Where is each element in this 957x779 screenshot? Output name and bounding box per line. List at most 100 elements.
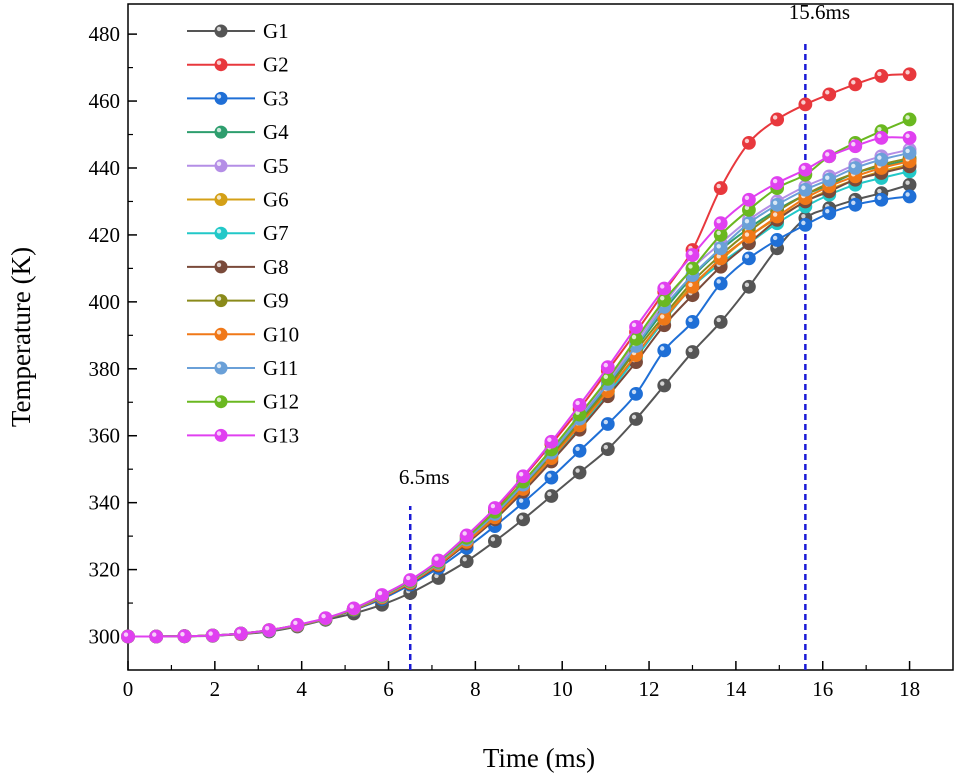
series-g10 [121,154,917,644]
legend-label: G7 [263,221,289,245]
data-point [848,77,863,92]
data-point [431,553,446,568]
data-point-highlight [180,631,185,637]
legend-item-g2: G2 [187,53,289,77]
data-point [713,181,728,195]
x-tick-label: 12 [639,677,660,701]
legend-swatch-marker [214,428,228,442]
data-point [902,189,917,204]
data-point-highlight [851,200,856,206]
data-point-highlight [772,178,778,184]
series-g12 [121,112,917,644]
data-point [902,130,917,145]
data-point [629,412,643,426]
data-point-highlight [905,192,910,197]
data-point-highlight [772,200,778,206]
series-g13 [121,130,917,644]
legend-swatch-highlight [216,127,222,133]
data-point-highlight [575,446,580,451]
data-point-highlight [462,531,467,536]
data-point-highlight [772,212,778,217]
data-point [177,629,192,644]
data-point-highlight [660,381,665,386]
data-point-highlight [905,148,910,154]
data-point-highlight [744,195,750,200]
data-point-highlight [851,142,856,147]
data-point-highlight [575,400,580,406]
legend-label: G10 [263,322,299,346]
legend-swatch-highlight [216,60,222,65]
data-point-highlight [688,282,693,287]
data-point-highlight [603,419,609,425]
legend-label: G3 [263,86,289,110]
data-point-highlight [716,317,721,323]
data-point [770,233,785,247]
series-line [127,195,910,638]
data-point-highlight [688,264,693,269]
data-point-highlight [547,437,552,442]
data-point [544,470,559,485]
data-point [742,229,756,244]
y-tick-label: 480 [89,22,121,46]
data-point [685,248,700,262]
legend-swatch-marker [214,294,228,308]
data-point [770,209,785,224]
legend-swatch-marker [214,125,228,139]
legend-label: G12 [263,390,299,414]
data-point [685,345,700,359]
data-point [262,623,277,638]
axis-ticks: 0 2 4 6 8 10 12 14 16 18 300 320 340 360 380 400 420 440 4… [89,22,921,701]
data-point [205,628,220,643]
data-point-highlight [744,232,750,237]
data-point [874,130,889,145]
data-point [713,216,728,231]
x-tick-label: 18 [899,677,920,701]
series-g3 [121,189,917,644]
data-point [403,573,418,587]
annotations: 6.5ms 15.6ms [399,0,850,670]
x-tick-label: 8 [470,677,481,701]
data-point-highlight [801,213,806,219]
series-g2 [121,67,917,644]
legend-item-g13: G13 [187,423,299,447]
data-point [488,501,502,515]
data-point [657,343,672,358]
data-point [572,443,587,458]
data-point [290,617,305,632]
data-point [848,139,863,154]
legend-label: G1 [263,19,289,43]
y-tick-label: 360 [89,424,121,448]
data-point [848,197,863,212]
data-point [902,177,917,192]
series-line [127,151,910,638]
series-line [127,170,910,638]
data-point [600,417,615,431]
data-point-highlight [825,90,830,95]
data-point-highlight [660,295,665,301]
data-point-highlight [877,133,882,139]
y-tick-label: 420 [89,223,121,247]
data-point [516,512,531,527]
legend-item-g8: G8 [187,255,289,279]
data-point-highlight [462,557,467,562]
legend-swatch-marker [214,361,228,375]
data-point-highlight [772,235,778,241]
y-tick-label: 340 [89,491,121,515]
data-point-highlight [631,334,637,340]
legend-label: G13 [263,423,299,447]
data-point-highlight [905,133,910,139]
legend-item-g12: G12 [187,390,299,414]
data-point-highlight [264,625,270,631]
data-point-highlight [603,444,609,450]
data-point [685,261,700,276]
series-g1 [121,177,917,644]
data-point-highlight [801,100,806,105]
data-point [713,315,728,329]
data-point-highlight [293,620,298,626]
legend-label: G9 [263,289,289,313]
data-point [742,251,756,266]
legend-swatch-highlight [216,195,222,200]
legend-swatch-highlight [216,262,222,268]
data-point-highlight [349,604,354,609]
data-point-highlight [825,152,830,157]
